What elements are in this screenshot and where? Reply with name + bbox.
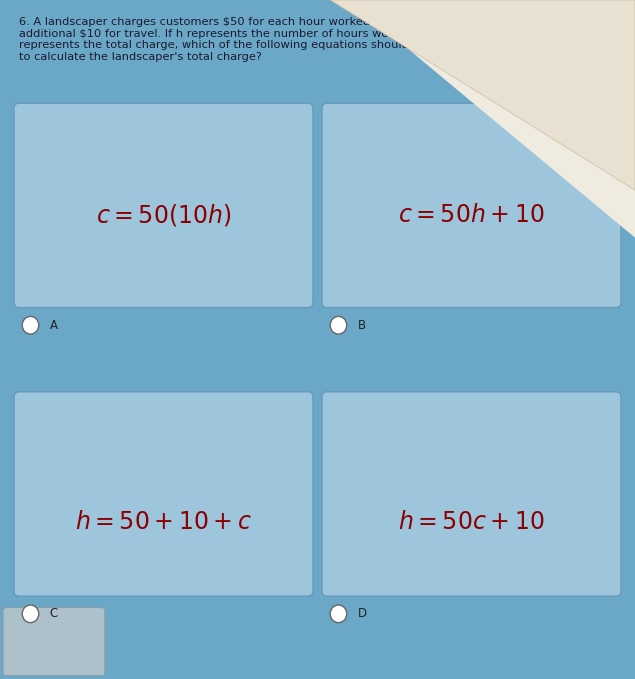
- FancyBboxPatch shape: [14, 392, 313, 596]
- Text: $h = 50c + 10$: $h = 50c + 10$: [398, 511, 545, 534]
- FancyBboxPatch shape: [322, 392, 621, 596]
- Text: A: A: [50, 318, 58, 332]
- Circle shape: [22, 316, 39, 334]
- FancyBboxPatch shape: [14, 103, 313, 308]
- Polygon shape: [349, 0, 635, 238]
- Text: 6. A landscaper charges customers $50 for each hour worked plus an
additional $1: 6. A landscaper charges customers $50 fo…: [19, 17, 458, 62]
- FancyBboxPatch shape: [3, 608, 105, 676]
- Text: $c = 50(10h)$: $c = 50(10h)$: [96, 202, 231, 228]
- Text: D: D: [358, 607, 366, 621]
- Polygon shape: [330, 0, 635, 190]
- Circle shape: [330, 605, 347, 623]
- Circle shape: [330, 316, 347, 334]
- FancyBboxPatch shape: [322, 103, 621, 308]
- Text: $c = 50h + 10$: $c = 50h + 10$: [398, 204, 545, 227]
- Text: $h = 50 + 10 + c$: $h = 50 + 10 + c$: [75, 511, 252, 534]
- Text: B: B: [358, 318, 366, 332]
- Circle shape: [22, 605, 39, 623]
- Text: C: C: [50, 607, 58, 621]
